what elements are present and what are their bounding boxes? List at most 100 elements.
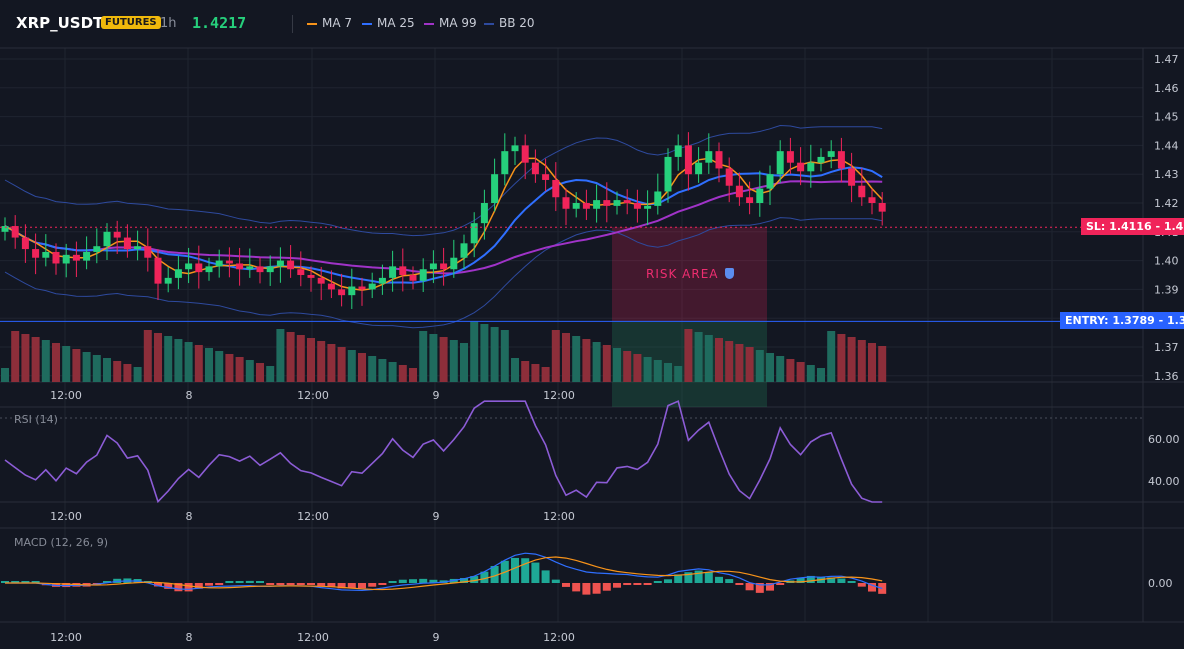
time-axis-label: 9 — [433, 510, 440, 523]
macd-histogram-bar — [235, 581, 244, 583]
volume-bar — [643, 357, 652, 382]
candle-body — [725, 168, 733, 186]
volume-bar — [817, 368, 825, 382]
volume-bar — [327, 344, 336, 382]
macd-histogram-bar — [470, 576, 479, 583]
macd-histogram-bar — [225, 581, 234, 583]
entry-tag[interactable]: ENTRY: 1.3789 - 1.38 — [1060, 312, 1184, 329]
volume-bar — [602, 345, 611, 382]
candle-body — [827, 151, 835, 157]
candle-body — [205, 266, 213, 273]
candle-body — [256, 266, 264, 273]
candle-body — [246, 266, 254, 270]
time-axis-label: 12:00 — [297, 631, 329, 644]
macd-histogram-bar — [602, 583, 611, 591]
volume-bar — [62, 346, 71, 382]
ma25-swatch-icon — [362, 22, 372, 25]
macd-histogram-bar — [490, 565, 499, 583]
macd-histogram-bar — [806, 575, 815, 583]
macd-histogram-bar — [562, 583, 570, 587]
volume-bar — [460, 343, 468, 382]
legend-ma7-label: MA 7 — [322, 16, 353, 30]
candle-body — [327, 283, 335, 290]
candle-body — [674, 145, 682, 157]
symbol-name[interactable]: XRP_USDT — [16, 14, 104, 32]
volume-bar — [225, 354, 234, 382]
candle-body — [368, 283, 376, 290]
time-axis-label: 12:00 — [50, 510, 82, 523]
candle-body — [654, 191, 662, 206]
candle-body — [582, 203, 590, 209]
candlesticks[interactable] — [1, 132, 886, 309]
macd-histogram-bar — [572, 583, 581, 592]
macd-line — [5, 552, 883, 592]
macd-histogram-bar — [766, 583, 774, 591]
candle-body — [93, 246, 101, 252]
candle-body — [225, 260, 233, 264]
volume-bar — [531, 364, 540, 382]
macd-histogram-bar — [286, 583, 295, 585]
macd-histogram-bar — [796, 577, 805, 583]
entry-tag-text: ENTRY: 1.3789 — [1065, 314, 1155, 327]
candle-body — [266, 266, 274, 273]
legend-bb20[interactable]: BB 20 — [484, 16, 535, 30]
price-axis-label: 1.43 — [1154, 168, 1179, 181]
macd-histogram-bar — [429, 579, 438, 583]
volume-bar — [82, 352, 91, 382]
time-axis-label: 12:00 — [297, 389, 329, 402]
volume-bar — [133, 367, 142, 382]
risk-area-zone — [612, 227, 767, 322]
candle-body — [491, 174, 499, 203]
macd-histogram-bar — [164, 583, 173, 589]
volume-bar — [613, 348, 621, 382]
macd-histogram-bar — [541, 570, 550, 583]
volume-bar — [358, 353, 366, 382]
macd-histogram-bar — [613, 583, 621, 588]
volume-bar — [337, 347, 346, 382]
candle-body — [195, 263, 203, 273]
bollinger-bands — [4, 124, 883, 329]
macd-histogram-bar — [398, 579, 407, 583]
candle-body — [715, 151, 723, 169]
candle-body — [746, 197, 754, 203]
volume-bar — [500, 330, 509, 382]
time-axis-label: 12:00 — [543, 510, 575, 523]
legend-ma25-label: MA 25 — [377, 16, 415, 30]
chart-header: XRP_USDT FUTURES 1h 1.4217 MA 7 MA 25 MA… — [0, 0, 1184, 48]
candle-body — [644, 205, 652, 209]
candle-body — [450, 257, 458, 270]
volume-bar — [715, 338, 723, 382]
volume-bar — [439, 337, 448, 382]
volume-bar — [164, 336, 173, 382]
candle-body — [164, 277, 172, 284]
macd-histogram-bar — [511, 557, 519, 583]
risk-area-text: RISK AREA — [646, 267, 719, 281]
candle-body — [613, 200, 621, 206]
sl-tag-text: SL: 1.4116 — [1086, 220, 1152, 233]
sl-axis-text: 1.41 — [1163, 220, 1184, 233]
candle-body — [807, 162, 815, 172]
candle-body — [756, 188, 764, 203]
candle-body — [470, 223, 478, 244]
candle-body — [409, 275, 417, 281]
candle-body — [21, 237, 29, 250]
volume-bar — [521, 361, 530, 382]
macd-histogram-bar — [521, 558, 530, 583]
macd-histogram-bar — [827, 577, 836, 583]
candle-body — [317, 277, 325, 284]
legend-ma25[interactable]: MA 25 — [362, 16, 415, 30]
candle-body — [389, 266, 397, 278]
volume-bar — [776, 356, 785, 382]
price-axis-label: 1.36 — [1154, 370, 1179, 383]
volume-bar — [123, 364, 132, 382]
legend-ma99[interactable]: MA 99 — [424, 16, 477, 30]
candle-body — [766, 174, 774, 189]
stop-loss-tag[interactable]: SL: 1.4116 - 1.41 — [1081, 218, 1184, 235]
interval-selector[interactable]: 1h — [160, 16, 177, 31]
volume-bar — [184, 342, 193, 382]
candle-body — [52, 251, 60, 264]
volume-bar — [256, 363, 264, 382]
macd-histogram-bar — [643, 583, 652, 585]
legend-ma7[interactable]: MA 7 — [307, 16, 352, 30]
